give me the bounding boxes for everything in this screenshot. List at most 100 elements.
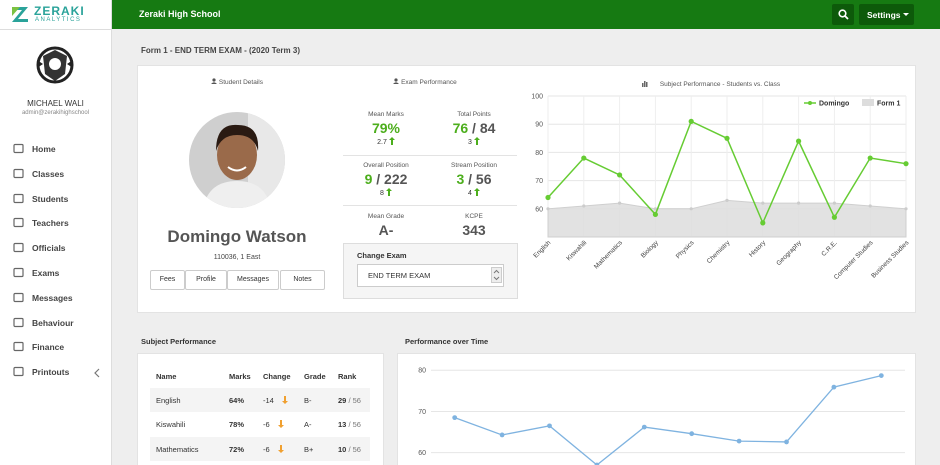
table-row: Mathematics 72% -6 B+ 10 / 56 (150, 436, 370, 461)
nav-label: Messages (32, 292, 73, 303)
student-name: Domingo Watson (167, 227, 307, 246)
student-info: 110036, 1 East (213, 254, 261, 261)
school-crest (36, 46, 74, 84)
stat-number: A- (378, 222, 394, 238)
stat-change-value: 8 (380, 190, 384, 197)
point (868, 204, 872, 208)
logo-tagline: ANALYTICS (35, 17, 82, 23)
cell-change: -6 (263, 420, 284, 429)
stat-label: Mean Grade (367, 213, 405, 220)
y-tick-label: 90 (535, 122, 543, 129)
nav-icon (13, 143, 24, 154)
settings-button[interactable]: Settings (859, 4, 914, 25)
student-button[interactable]: Messages (227, 270, 279, 290)
x-tick-label: Geography (775, 239, 803, 267)
change-exam-label: Change Exam (357, 251, 407, 260)
student-button[interactable]: Notes (280, 270, 325, 290)
stat: KCPE 343 (431, 213, 517, 238)
nav-label: Home (32, 144, 56, 154)
change-arrow (473, 188, 480, 196)
nav-item[interactable]: Classes (0, 164, 111, 184)
stat-number: 79% (371, 120, 401, 136)
nav-icon-shape (13, 168, 24, 178)
time-chart-panel (397, 353, 916, 465)
cell-name: Kiswahili (156, 420, 186, 430)
nav-icon (13, 367, 24, 377)
student-button[interactable]: Profile (185, 270, 227, 290)
nav-item[interactable]: Teachers (0, 213, 111, 233)
logo-mark (12, 7, 28, 22)
nav-icon (13, 267, 24, 278)
point (797, 201, 801, 205)
student-button[interactable]: Fees (150, 270, 185, 290)
stat-out-of: / 84 (472, 120, 496, 136)
x-tick-label: Computer Studies (833, 239, 875, 281)
arrow-shape (385, 188, 392, 196)
subject-chart: 60 70 80 90 100 English Kiswahili Mathematics Bi… (531, 81, 911, 281)
stat-number: 9 (364, 171, 373, 187)
cell-rank: 10 / 56 (338, 445, 361, 454)
nav-item[interactable]: Students (0, 189, 111, 209)
point (689, 431, 695, 437)
stat-label: Stream Position (451, 162, 497, 169)
cell-change-value: -14 (263, 396, 274, 405)
exam-select-value: END TERM EXAM (368, 271, 431, 280)
nav-label: Finance (32, 342, 65, 353)
stat-change-value: 2.7 (377, 139, 387, 146)
point (761, 201, 765, 205)
cell-marks: 78% (229, 420, 245, 430)
stat-label: Overall Position (363, 162, 409, 169)
exam-heading: Exam Performance (375, 78, 475, 86)
divider (343, 205, 517, 206)
point (867, 155, 873, 161)
nav-item[interactable]: Officials (0, 238, 111, 258)
x-tick-label: Business Studies (870, 239, 911, 280)
point (688, 118, 694, 124)
search-icon (838, 9, 849, 20)
y-tick-label: 100 (531, 94, 543, 101)
logo[interactable]: ZERAKI ANALYTICS (0, 0, 111, 30)
arrow-shape (473, 188, 480, 196)
exam-select[interactable]: END TERM EXAM (357, 264, 504, 287)
nav-item[interactable]: Printouts (0, 362, 111, 382)
cell-change: -14 (263, 396, 288, 405)
nav-item[interactable]: Exams (0, 263, 111, 283)
select-arrow (491, 267, 502, 283)
chart-title: Subject Performance - Students vs. Class (660, 81, 781, 88)
stat-number: 343 (462, 222, 486, 238)
x-tick-label: Chemistry (706, 239, 732, 265)
nav-item[interactable]: Finance (0, 337, 111, 357)
nav-icon (13, 193, 24, 203)
nav-item[interactable]: Messages (0, 288, 111, 308)
cell-marks: 64% (229, 396, 245, 405)
table-row: English 64% -14 B- 29 / 56 (150, 388, 370, 412)
stat-label: Total Points (457, 111, 491, 118)
column-header: Change (263, 372, 291, 381)
nav-label: Students (32, 193, 69, 204)
x-tick-label: C.R.E. (820, 239, 839, 258)
x-tick-label: Kiswahili (565, 239, 588, 262)
nav-item[interactable]: Home (0, 139, 111, 159)
point (832, 201, 836, 205)
stat-number: 76 (452, 120, 469, 136)
nav-label: Classes (32, 168, 65, 179)
collapse-chevron[interactable] (93, 368, 101, 378)
nav-icon-shape (13, 267, 24, 278)
x-tick-label: English (532, 239, 552, 259)
nav-item[interactable]: Behaviour (0, 313, 111, 333)
caret (903, 13, 909, 16)
x-tick-label: History (748, 239, 768, 259)
nav-label: Exams (32, 268, 60, 278)
user-email: admin@zerakihighschool (21, 110, 90, 116)
point (581, 155, 587, 161)
point (724, 135, 730, 141)
legend-swatch (862, 99, 874, 106)
stat-value: 76 / 84 (431, 120, 517, 136)
cell-rank: 13 / 56 (338, 420, 361, 429)
search-button[interactable] (832, 4, 854, 25)
user-icon (211, 78, 218, 84)
point (652, 211, 658, 218)
nav-icon (13, 292, 24, 302)
legend-dot (808, 101, 812, 105)
